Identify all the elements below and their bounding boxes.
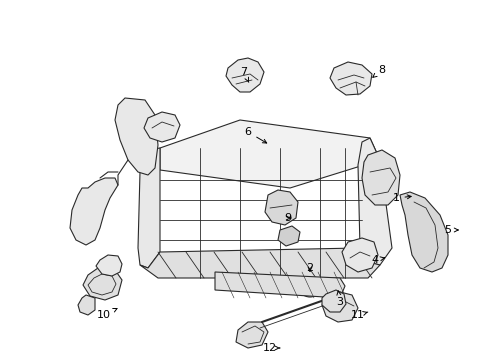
Polygon shape: [236, 322, 267, 348]
Polygon shape: [278, 226, 299, 246]
Text: 4: 4: [371, 255, 384, 265]
Polygon shape: [138, 148, 160, 268]
Text: 3: 3: [336, 291, 343, 307]
Polygon shape: [140, 248, 379, 278]
Text: 9: 9: [284, 213, 291, 223]
Polygon shape: [78, 295, 95, 315]
Circle shape: [304, 279, 315, 291]
Polygon shape: [160, 120, 379, 188]
Polygon shape: [321, 292, 357, 322]
Polygon shape: [357, 138, 391, 265]
Text: 2: 2: [306, 263, 313, 273]
Text: 8: 8: [372, 65, 385, 77]
Text: 1: 1: [392, 193, 410, 203]
Text: 11: 11: [350, 310, 367, 320]
Polygon shape: [143, 112, 180, 142]
Text: 10: 10: [97, 309, 117, 320]
Polygon shape: [341, 238, 377, 272]
Polygon shape: [361, 150, 399, 205]
Polygon shape: [96, 255, 122, 276]
Text: 12: 12: [263, 343, 279, 353]
Text: 7: 7: [240, 67, 248, 82]
Circle shape: [307, 283, 311, 287]
Polygon shape: [215, 272, 345, 298]
Polygon shape: [83, 268, 122, 300]
Text: 6: 6: [244, 127, 266, 143]
Circle shape: [297, 273, 321, 297]
Polygon shape: [399, 192, 447, 272]
Polygon shape: [70, 178, 118, 245]
Polygon shape: [321, 290, 346, 312]
Polygon shape: [115, 98, 158, 175]
Polygon shape: [329, 62, 371, 95]
Polygon shape: [225, 58, 264, 92]
Text: 5: 5: [444, 225, 457, 235]
Polygon shape: [264, 190, 297, 225]
